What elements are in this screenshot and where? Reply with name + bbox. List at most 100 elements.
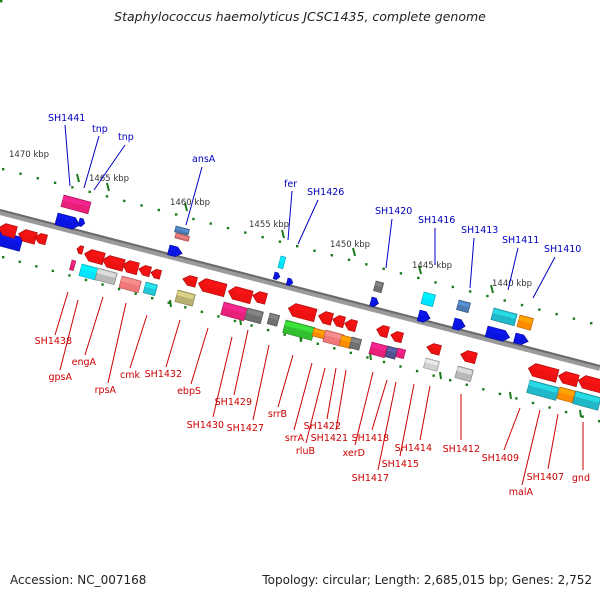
accession-label: Accession: NC_007168 (10, 573, 147, 587)
upper-kbp-dot (53, 181, 57, 184)
forward-gene-label: SH1411 (502, 235, 539, 246)
reverse-gene-label: SH1421 (311, 433, 348, 444)
kbp-label: 1450 kbp (330, 240, 370, 250)
lower-kbp-dot (151, 297, 154, 300)
reverse-gene-label: SH1409 (482, 453, 519, 464)
reverse-gene (423, 357, 440, 372)
reverse-gene (384, 345, 399, 360)
lower-kbp-dot (564, 410, 568, 414)
forward-gene-label-leader (507, 247, 519, 291)
kbp-tick (352, 247, 356, 257)
lower-kbp-dot (349, 351, 353, 355)
upper-kbp-dot (71, 186, 74, 189)
reverse-gene (150, 268, 163, 280)
reverse-gene-sheen (294, 304, 316, 315)
reverse-gene (426, 343, 442, 356)
forward-gene-sheen (514, 333, 523, 340)
reverse-gene-sheen (396, 348, 405, 354)
kbp-label: 1440 kbp (492, 279, 532, 289)
reverse-gene (244, 307, 264, 325)
reverse-gene (526, 379, 560, 401)
reverse-gene-sheen (155, 270, 161, 275)
forward-gene (420, 291, 436, 308)
upper-kbp-dot (382, 267, 385, 271)
forward-gene-label: SH1426 (307, 187, 344, 198)
upper-kbp-dot (434, 281, 437, 284)
reverse-gene-sheen (466, 351, 477, 358)
lower-kbp-dot (316, 342, 319, 345)
upper-kbp-dot (365, 263, 368, 266)
reverse-gene-sheen (268, 313, 279, 321)
backbone-line (0, 209, 600, 371)
reverse-gene-sheen (96, 268, 117, 278)
reverse-gene-label-leader (371, 379, 388, 431)
reverse-gene-sheen (284, 320, 314, 333)
forward-gene (174, 232, 190, 242)
forward-gene (513, 332, 529, 346)
reverse-gene (348, 336, 363, 351)
kbp-tick (490, 284, 494, 294)
upper-kbp-dot (296, 245, 299, 248)
lower-kbp-dot (134, 292, 137, 295)
forward-gene-label: fer (284, 179, 297, 190)
forward-gene-label: SH1413 (461, 225, 498, 236)
forward-gene-sheen (374, 281, 383, 288)
reverse-gene (266, 312, 281, 327)
reverse-gene (556, 386, 576, 404)
reverse-gene-sheen (349, 320, 357, 326)
reverse-gene-sheen (381, 326, 389, 332)
reverse-gene (318, 311, 334, 326)
reverse-gene-label-leader (326, 367, 337, 420)
forward-gene (60, 194, 92, 215)
forward-gene-sheen (422, 292, 435, 300)
lower-kbp-dot (18, 260, 21, 263)
reverse-gene-label: SH1438 (35, 336, 72, 347)
kbp-label: 1445 kbp (412, 261, 452, 271)
upper-kbp-dot (261, 235, 264, 239)
upper-kbp-dot (192, 217, 195, 221)
lower-kbp-dot (200, 310, 204, 314)
reverse-gene-sheen (396, 332, 403, 338)
forward-gene-label: tnp (92, 124, 108, 135)
reverse-gene-label-leader (59, 299, 79, 371)
forward-gene-label-leader (93, 144, 126, 191)
reverse-gene (227, 286, 254, 305)
forward-gene-sheen (274, 272, 277, 276)
reverse-gene-sheen (574, 391, 600, 403)
upper-kbp-dot (226, 226, 230, 230)
reverse-gene (220, 301, 248, 322)
reverse-gene-label-leader (165, 319, 181, 368)
forward-gene-sheen (370, 297, 376, 302)
reverse-gene-label-leader (547, 413, 559, 470)
reverse-gene-label-leader (212, 336, 233, 418)
upper-kbp-dot (88, 190, 91, 194)
forward-gene-label-leader (185, 166, 203, 226)
lower-kbp-dot (498, 392, 502, 396)
upper-kbp-dot (347, 258, 351, 261)
reverse-gene-sheen (0, 230, 22, 244)
forward-gene-sheen (453, 318, 461, 325)
reverse-gene-label: SH1414 (395, 443, 432, 454)
lower-kbp-dot (167, 301, 170, 304)
upper-kbp-dot (590, 322, 593, 325)
reverse-gene (34, 233, 48, 246)
gene-features (0, 194, 600, 411)
kbp-label: 1470 kbp (9, 150, 49, 160)
forward-gene (516, 314, 534, 331)
reverse-gene-label-leader (129, 314, 148, 369)
forward-gene (272, 271, 281, 280)
reverse-gene-sheen (350, 337, 361, 345)
forward-gene-label-leader (287, 190, 293, 241)
lower-kbp-dot (217, 315, 220, 318)
forward-gene (373, 280, 385, 294)
kbp-tick (439, 371, 442, 380)
reverse-gene (460, 350, 478, 365)
reverse-gene-sheen (324, 330, 343, 340)
reverse-gene-label-leader (277, 354, 294, 408)
reverse-gene-sheen (222, 302, 246, 314)
reverse-gene (322, 329, 344, 347)
reverse-gene (69, 259, 77, 272)
reverse-gene-sheen (258, 292, 267, 299)
lower-kbp-dot (84, 278, 88, 282)
